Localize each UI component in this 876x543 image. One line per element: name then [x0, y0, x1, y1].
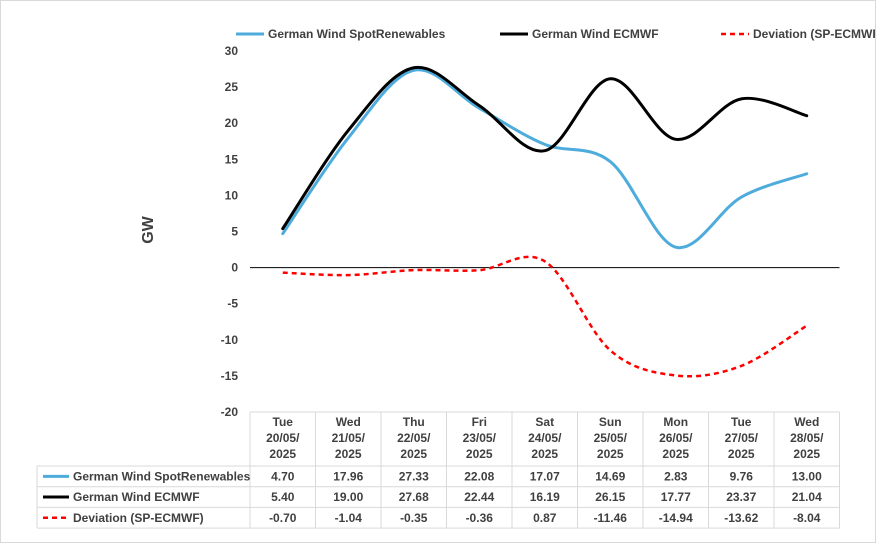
x-category-label: Sun 25/05/2025: [594, 415, 628, 461]
table-cell-value: 9.76: [730, 469, 754, 483]
table-cell-value: 26.15: [595, 490, 625, 504]
table-cell-value: -14.94: [659, 511, 693, 525]
y-axis-title: GW: [140, 215, 157, 243]
table-cell-value: -11.46: [594, 511, 628, 525]
table-cell-value: 23.37: [726, 490, 756, 504]
x-category-label: Fri 23/05/2025: [463, 415, 497, 461]
x-category-label: Mon 26/05/2025: [659, 415, 693, 461]
table-cell-value: -1.04: [335, 511, 363, 525]
table-cell-value: -0.35: [400, 511, 428, 525]
table-cell-value: 16.19: [530, 490, 560, 504]
table-cell-value: 17.07: [530, 469, 560, 483]
table-row-label-2: Deviation (SP-ECMWF): [73, 511, 204, 525]
legend-label-0: German Wind SpotRenewables: [268, 27, 446, 41]
table-cell-value: -8.04: [793, 511, 821, 525]
x-category-label: Sat 24/05/2025: [528, 415, 562, 461]
y-tick-label: -5: [227, 297, 238, 311]
table-cell-value: 17.77: [661, 490, 691, 504]
y-tick-label: -20: [221, 405, 239, 419]
table-row-label-0: German Wind SpotRenewables: [73, 469, 251, 483]
table-row-label-1: German Wind ECMWF: [73, 490, 200, 504]
table-cell-value: 5.40: [271, 490, 295, 504]
table-cell-value: 21.04: [792, 490, 822, 504]
x-category-label: Tue 20/05/2025: [266, 415, 300, 461]
legend-label-1: German Wind ECMWF: [532, 27, 659, 41]
y-tick-label: 0: [231, 261, 238, 275]
y-tick-label: 30: [225, 44, 239, 58]
x-category-label: Wed 21/05/2025: [332, 415, 366, 461]
table-cell-value: -0.36: [466, 511, 494, 525]
y-tick-label: -10: [221, 333, 239, 347]
series-line-1: [281, 65, 809, 231]
table-cell-value: 14.69: [595, 469, 625, 483]
y-tick-label: 25: [225, 80, 239, 94]
x-category-label: Thu 22/05/2025: [397, 415, 431, 461]
legend-label-2: Deviation (SP-ECMWF): [753, 27, 875, 41]
x-category-label: Tue 27/05/2025: [725, 415, 759, 461]
table-cell-value: 0.87: [533, 511, 557, 525]
table-cell-value: 19.00: [333, 490, 363, 504]
y-tick-label: 5: [231, 225, 238, 239]
table-cell-value: 2.83: [664, 469, 688, 483]
table-cell-value: 22.44: [464, 490, 494, 504]
series-line-0: [281, 68, 809, 250]
y-tick-label: 20: [225, 116, 239, 130]
table-cell-value: 22.08: [464, 469, 494, 483]
x-category-label: Wed 28/05/2025: [790, 415, 824, 461]
y-tick-label: -15: [221, 369, 239, 383]
table-cell-value: 27.33: [399, 469, 429, 483]
y-tick-label: 10: [225, 188, 239, 202]
table-cell-value: 27.68: [399, 490, 429, 504]
table-cell-value: 17.96: [333, 469, 363, 483]
table-cell-value: -0.70: [269, 511, 297, 525]
table-cell-value: -13.62: [724, 511, 758, 525]
y-tick-label: 15: [225, 152, 239, 166]
table-cell-value: 4.70: [271, 469, 295, 483]
series-line-2: [282, 255, 808, 378]
table-cell-value: 13.00: [792, 469, 822, 483]
